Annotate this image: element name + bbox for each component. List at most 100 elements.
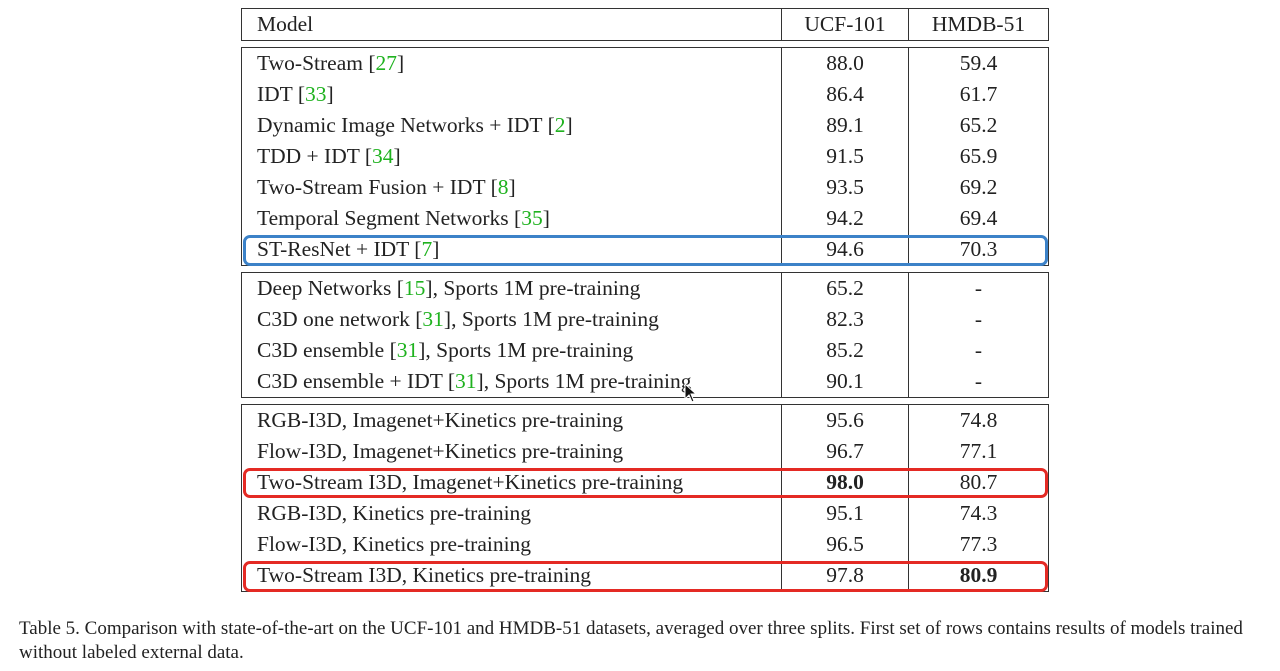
model-name: IDT	[257, 82, 293, 106]
ref-close-bracket: ]	[425, 276, 433, 300]
group-separator	[242, 41, 1049, 48]
hmdb51-score: -	[908, 272, 1049, 304]
table-row: TDD + IDT [34] 91.5 65.9	[241, 141, 1049, 172]
hmdb51-score: 77.3	[908, 529, 1049, 560]
ref-open-bracket: [	[362, 51, 376, 75]
group-separator	[242, 266, 1049, 273]
separator-cell	[242, 398, 1049, 405]
model-cell: Two-Stream Fusion + IDT [8]	[241, 172, 782, 203]
ref-open-bracket: [	[391, 276, 404, 300]
citation-link[interactable]: 31	[396, 338, 419, 362]
ucf101-score: 94.2	[781, 203, 909, 234]
separator-cell	[242, 41, 1049, 48]
hmdb51-score: 70.3	[908, 234, 1049, 266]
citation-link[interactable]: 31	[422, 307, 444, 331]
model-cell: RGB-I3D, Imagenet+Kinetics pre-training	[241, 404, 782, 436]
ucf101-score: 85.2	[781, 335, 909, 366]
model-name: Flow-I3D, Imagenet+Kinetics pre-training	[257, 439, 624, 463]
ref-open-bracket: [	[542, 113, 555, 137]
ref-open-bracket: [	[359, 144, 373, 168]
model-cell: C3D ensemble [31], Sports 1M pre-trainin…	[241, 335, 782, 366]
separator-cell	[242, 266, 1049, 273]
model-cell: IDT [33]	[241, 79, 782, 110]
hmdb51-score: 65.9	[908, 141, 1049, 172]
hmdb51-score: -	[908, 304, 1049, 335]
model-cell: C3D one network [31], Sports 1M pre-trai…	[241, 304, 782, 335]
table-row: C3D one network [31], Sports 1M pre-trai…	[241, 304, 1049, 335]
model-suffix: , Sports 1M pre-training	[483, 369, 692, 393]
mouse-cursor-icon	[684, 383, 698, 403]
model-name: Two-Stream I3D, Kinetics pre-training	[257, 563, 592, 587]
ref-open-bracket: [	[292, 82, 305, 106]
table-row: C3D ensemble [31], Sports 1M pre-trainin…	[241, 335, 1049, 366]
ref-close-bracket: ]	[565, 113, 573, 137]
ucf101-score: 89.1	[781, 110, 909, 141]
citation-link[interactable]: 7	[421, 237, 433, 261]
citation-link[interactable]: 27	[375, 51, 398, 75]
table-row: Two-Stream I3D, Imagenet+Kinetics pre-tr…	[241, 467, 1049, 498]
ucf101-score: 96.7	[781, 436, 909, 467]
model-name: C3D one network	[257, 307, 410, 331]
hmdb51-score: 74.3	[908, 498, 1049, 529]
model-cell: TDD + IDT [34]	[241, 141, 782, 172]
hmdb51-score: 65.2	[908, 110, 1049, 141]
hmdb51-score: 69.4	[908, 203, 1049, 234]
model-suffix: , Sports 1M pre-training	[451, 307, 659, 331]
model-name: Dynamic Image Networks + IDT	[257, 113, 543, 137]
ucf101-score: 97.8	[781, 560, 909, 592]
ucf101-score: 98.0	[781, 467, 909, 498]
citation-link[interactable]: 8	[497, 175, 509, 199]
hmdb51-score: 77.1	[908, 436, 1049, 467]
model-cell: Two-Stream I3D, Imagenet+Kinetics pre-tr…	[241, 467, 782, 498]
table-row: Two-Stream Fusion + IDT [8] 93.5 69.2	[241, 172, 1049, 203]
table-row: ST-ResNet + IDT [7] 94.6 70.3	[241, 234, 1049, 266]
citation-link[interactable]: 15	[403, 276, 426, 300]
model-name: Two-Stream	[257, 51, 363, 75]
hmdb51-score: -	[908, 335, 1049, 366]
ucf101-score: 95.6	[781, 404, 909, 436]
model-name: ST-ResNet + IDT	[257, 237, 409, 261]
model-suffix: , Sports 1M pre-training	[432, 276, 641, 300]
table-caption: Table 5. Comparison with state-of-the-ar…	[19, 618, 1243, 663]
table-row: Two-Stream [27] 88.0 59.4	[241, 47, 1049, 79]
model-cell: ST-ResNet + IDT [7]	[241, 234, 782, 266]
ucf101-score: 95.1	[781, 498, 909, 529]
ref-open-bracket: [	[408, 237, 422, 261]
model-name: Flow-I3D, Kinetics pre-training	[257, 532, 532, 556]
hmdb51-score: 74.8	[908, 404, 1049, 436]
model-name: Deep Networks	[257, 276, 392, 300]
citation-link[interactable]: 34	[372, 144, 394, 168]
ucf101-score: 88.0	[781, 47, 909, 79]
model-name: TDD + IDT	[257, 144, 360, 168]
ref-close-bracket: ]	[432, 237, 440, 261]
citation-link[interactable]: 2	[554, 113, 566, 137]
table-row: C3D ensemble + IDT [31], Sports 1M pre-t…	[241, 366, 1049, 398]
hmdb51-score: 80.7	[908, 467, 1049, 498]
table-row: Flow-I3D, Imagenet+Kinetics pre-training…	[241, 436, 1049, 467]
model-cell: RGB-I3D, Kinetics pre-training	[241, 498, 782, 529]
model-cell: Dynamic Image Networks + IDT [2]	[241, 110, 782, 141]
ref-open-bracket: [	[485, 175, 498, 199]
ucf101-score: 96.5	[781, 529, 909, 560]
model-name: RGB-I3D, Imagenet+Kinetics pre-training	[257, 408, 624, 432]
ucf101-score: 86.4	[781, 79, 909, 110]
ucf101-score: 93.5	[781, 172, 909, 203]
ref-close-bracket: ]	[397, 51, 405, 75]
ucf101-score: 90.1	[781, 366, 909, 398]
hmdb51-score: -	[908, 366, 1049, 398]
ref-close-bracket: ]	[476, 369, 484, 393]
ref-open-bracket: [	[508, 206, 522, 230]
model-cell: Temporal Segment Networks [35]	[241, 203, 782, 234]
group-separator	[242, 398, 1049, 405]
model-cell: Flow-I3D, Kinetics pre-training	[241, 529, 782, 560]
model-cell: C3D ensemble + IDT [31], Sports 1M pre-t…	[241, 366, 782, 398]
citation-link[interactable]: 31	[455, 369, 477, 393]
citation-link[interactable]: 33	[304, 82, 327, 106]
citation-link[interactable]: 35	[521, 206, 543, 230]
ref-close-bracket: ]	[542, 206, 550, 230]
header-row: Model UCF-101 HMDB-51	[241, 8, 1049, 41]
model-name: C3D ensemble + IDT	[257, 369, 443, 393]
model-name: RGB-I3D, Kinetics pre-training	[257, 501, 532, 525]
table-row: Dynamic Image Networks + IDT [2] 89.1 65.2	[241, 110, 1049, 141]
table-row: RGB-I3D, Imagenet+Kinetics pre-training 9…	[241, 404, 1049, 436]
